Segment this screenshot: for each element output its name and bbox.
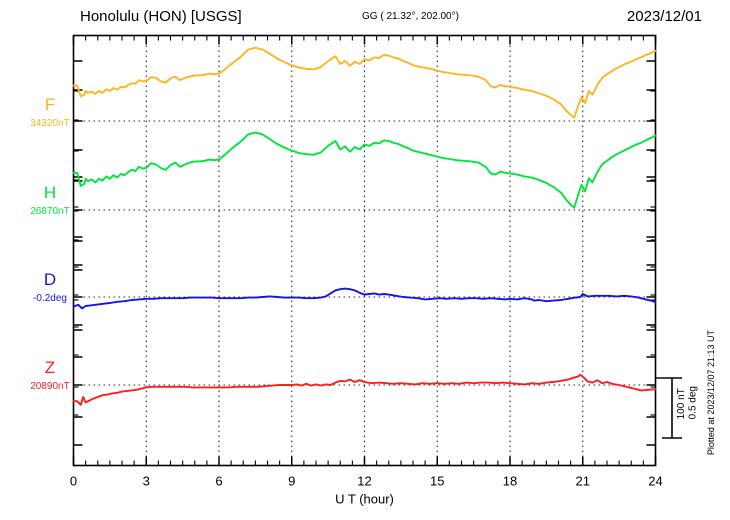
grid-layer bbox=[73, 35, 656, 466]
component-label-z: Z bbox=[45, 358, 55, 377]
component-labels: F 34320nT H 26870nT D -0.2deg Z 20890nT bbox=[30, 95, 69, 392]
scale-bar-label: 100 nT 0.5 deg bbox=[676, 386, 699, 420]
x-tick-label: 12 bbox=[357, 474, 371, 489]
geographic-coordinates: GG ( 21.32°, 202.00°) bbox=[362, 11, 459, 22]
x-tick-label: 0 bbox=[70, 474, 77, 489]
x-tick-label: 15 bbox=[430, 474, 444, 489]
trace-d bbox=[72, 287, 657, 310]
component-baseline-f: 34320nT bbox=[30, 118, 69, 129]
x-tick-label: 21 bbox=[576, 474, 590, 489]
trace-h bbox=[72, 131, 657, 209]
component-baseline-z: 20890nT bbox=[30, 381, 69, 392]
x-tick-label: 6 bbox=[215, 474, 222, 489]
trace-f bbox=[72, 46, 657, 119]
x-axis-labels: 0 3 6 9 12 15 18 21 24 U T (hour) bbox=[70, 474, 663, 507]
x-tick-label: 9 bbox=[288, 474, 295, 489]
scale-bar bbox=[656, 377, 682, 439]
plotted-at-timestamp: Plotted at 2023/12/07 21:13 UT bbox=[706, 330, 716, 456]
component-baseline-d: -0.2deg bbox=[33, 293, 67, 304]
x-tick-label: 18 bbox=[503, 474, 517, 489]
x-tick-label: 24 bbox=[648, 474, 662, 489]
x-tick-label: 3 bbox=[143, 474, 150, 489]
component-label-h: H bbox=[44, 183, 56, 202]
component-label-f: F bbox=[45, 95, 55, 114]
x-axis-title: U T (hour) bbox=[335, 492, 394, 507]
component-label-d: D bbox=[44, 270, 56, 289]
component-baseline-h: 26870nT bbox=[30, 206, 69, 217]
station-title: Honolulu (HON) [USGS] bbox=[80, 8, 242, 25]
trace-layer bbox=[72, 46, 657, 406]
axis-ticks bbox=[72, 35, 657, 466]
trace-z bbox=[72, 373, 657, 406]
observation-date: 2023/12/01 bbox=[626, 8, 702, 25]
